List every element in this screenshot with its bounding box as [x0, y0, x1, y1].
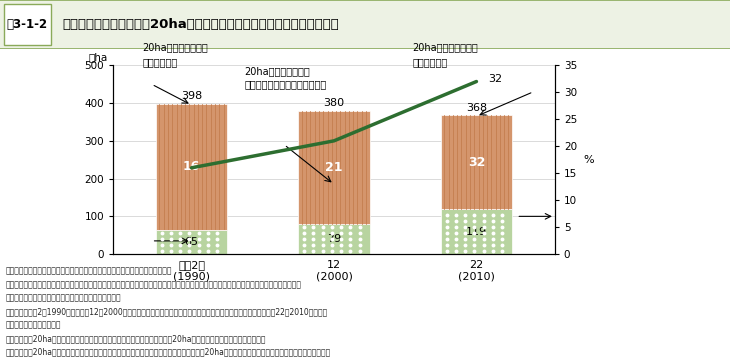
Bar	[441, 115, 512, 209]
Text: 耕作する面積の割合（右目盛）: 耕作する面積の割合（右目盛）	[245, 79, 327, 89]
Text: 注：１）土地利用型農業の耕地面積合計は、「耕地及び作付面積統計」の全耕地面積から、樹園地面積、田で野菜を作付けている面積、畠で: 注：１）土地利用型農業の耕地面積合計は、「耕地及び作付面積統計」の全耕地面積から…	[6, 280, 301, 289]
Text: 20ha以上の経向体が: 20ha以上の経向体が	[245, 66, 310, 76]
Text: 119: 119	[466, 227, 487, 237]
Bar	[156, 229, 227, 254]
Text: 65: 65	[185, 237, 199, 247]
Bar	[299, 111, 369, 224]
Bar	[299, 224, 369, 254]
Text: 20ha未満の経向体が: 20ha未満の経向体が	[412, 42, 478, 53]
Text: 図3-1-2: 図3-1-2	[7, 18, 47, 31]
Text: 資料：農林水産省「農林業センサス」、「耕地及び作付面積統計」に基づく試算: 資料：農林水産省「農林業センサス」、「耕地及び作付面積統計」に基づく試算	[6, 267, 172, 276]
Bar	[156, 104, 227, 229]
Text: 20ha以上の経向体が: 20ha以上の経向体が	[142, 42, 208, 53]
Text: 398: 398	[181, 91, 202, 101]
Text: 業経向体の数値。: 業経向体の数値。	[6, 321, 61, 330]
Text: 368: 368	[466, 102, 487, 113]
Text: 野菜等を作付けている延べ面積を除いた数値。: 野菜等を作付けている延べ面積を除いた数値。	[6, 294, 121, 303]
Bar	[441, 209, 512, 254]
Text: 万ha: 万ha	[89, 52, 108, 62]
Text: 32: 32	[488, 74, 502, 84]
Text: ４）「20ha未満の経向体が耕作する面積」は、土地利用型農業の耕地面積合計から「20ha以上の経向体が耕作する面積」を差し引いた数値。: ４）「20ha未満の経向体が耕作する面積」は、土地利用型農業の耕地面積合計から「…	[6, 347, 331, 356]
Text: ３）「20ha以上の経向体が耕作する面積」は、「農林業センサス」の20ha以上の経向体による経向耕地面積。: ３）「20ha以上の経向体が耕作する面積」は、「農林業センサス」の20ha以上の…	[6, 334, 266, 343]
Text: 土地利用型農業におけゃ20ha以上の経向体が耕作する面積の割合の推移: 土地利用型農業におけゃ20ha以上の経向体が耕作する面積の割合の推移	[62, 18, 339, 31]
Text: 21: 21	[326, 161, 342, 174]
Text: 79: 79	[327, 234, 341, 244]
Text: 16: 16	[182, 160, 200, 173]
Text: 380: 380	[323, 98, 345, 108]
Text: 耕作する面積: 耕作する面積	[142, 57, 177, 67]
Text: ２）平成2（1990）年、平成12（2000）年は販売農家と販売目的の農家以外の農業事業体を合わせた数値。平成22（2010）年は農: ２）平成2（1990）年、平成12（2000）年は販売農家と販売目的の農家以外の…	[6, 307, 328, 316]
Text: 32: 32	[468, 156, 485, 169]
Text: 耕作する面積: 耕作する面積	[412, 57, 447, 67]
FancyBboxPatch shape	[4, 4, 51, 45]
Y-axis label: %: %	[583, 155, 593, 165]
